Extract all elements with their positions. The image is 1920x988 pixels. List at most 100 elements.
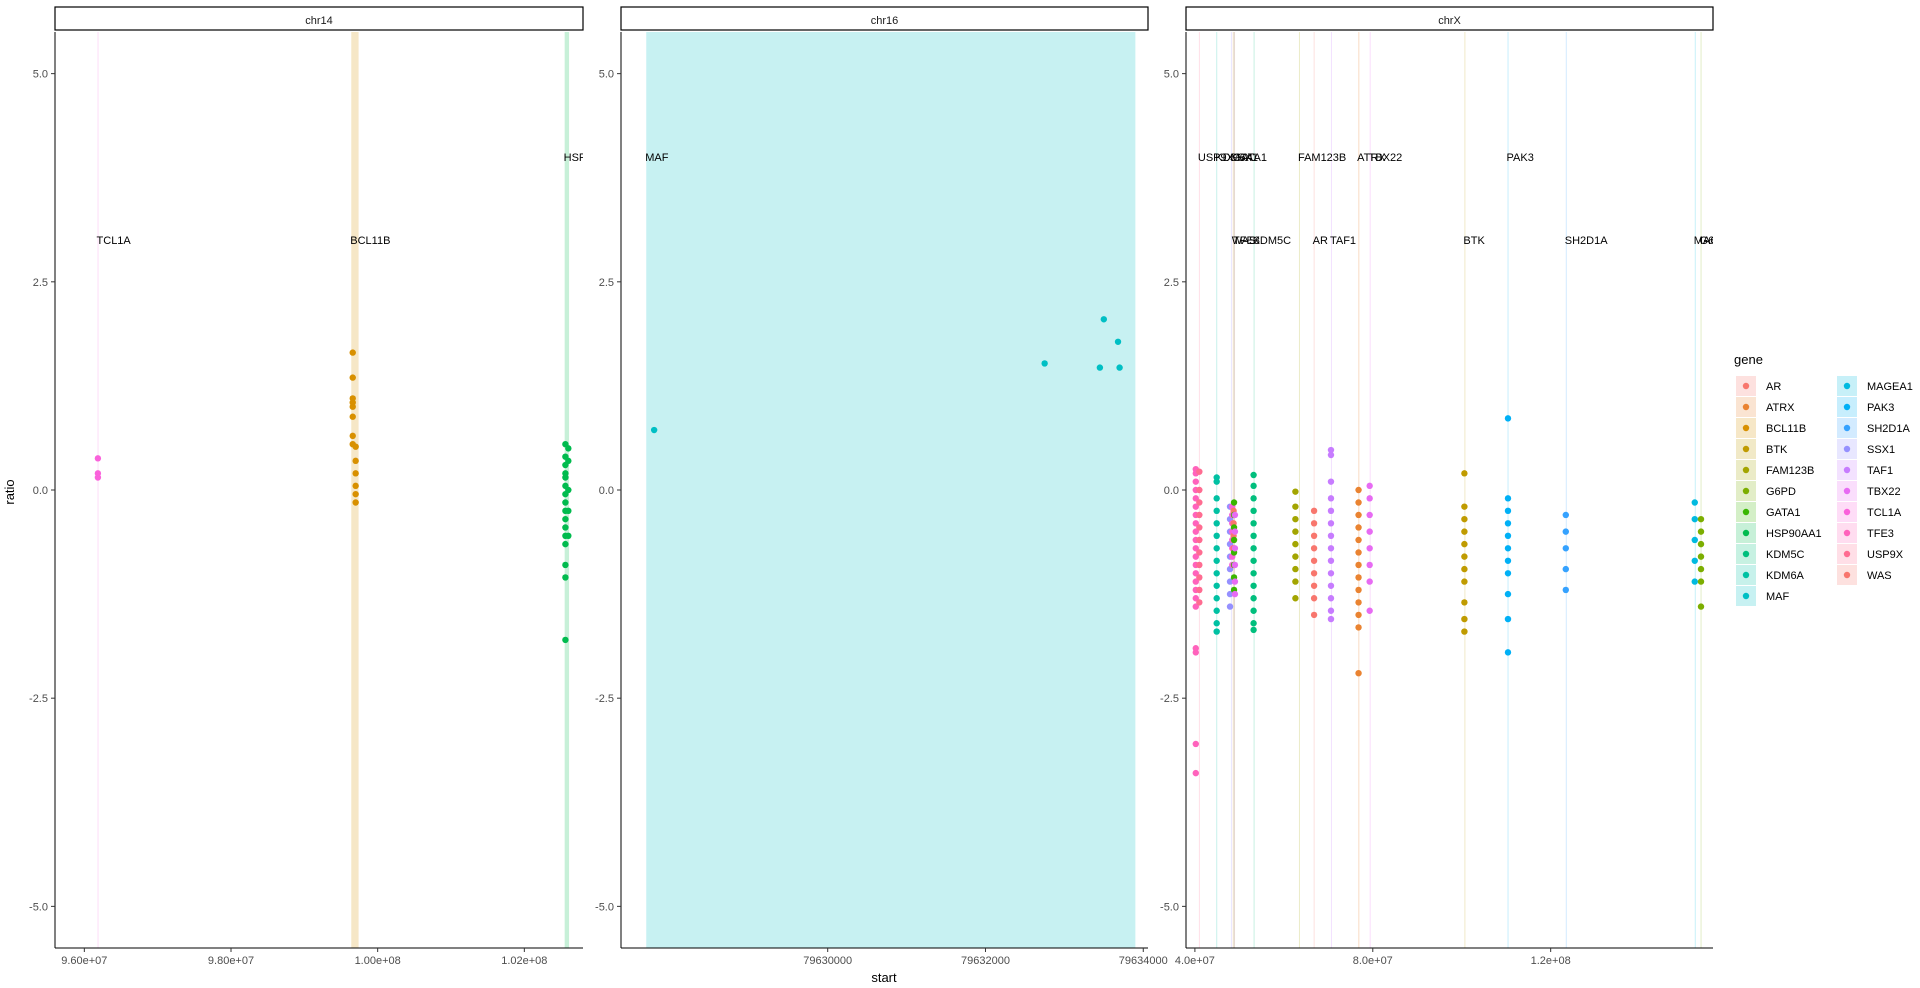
data-point [1192, 570, 1199, 577]
legend-item: TFE3 [1837, 523, 1894, 543]
gene-label: KDM6A [1215, 152, 1254, 164]
data-point [349, 413, 356, 420]
data-point [562, 474, 569, 481]
y-tick-label: -2.5 [29, 693, 48, 705]
gene-label: TCL1A [97, 235, 132, 247]
gene-label: KDM5C [1253, 235, 1292, 247]
legend-key-point [1843, 529, 1851, 537]
data-point [1461, 503, 1468, 510]
data-point [1096, 364, 1104, 371]
y-tick-label: 0.0 [599, 485, 614, 497]
legend-key-point [1742, 571, 1750, 579]
legend-item: MAF [1736, 586, 1790, 606]
data-point [1213, 478, 1220, 485]
data-point [1250, 620, 1257, 627]
data-point [1250, 482, 1257, 490]
data-point [352, 457, 359, 465]
data-point [1213, 582, 1220, 589]
legend-key-point [1843, 445, 1851, 453]
legend-item: MAGEA1 [1837, 376, 1913, 396]
data-point [1231, 590, 1239, 598]
data-point [349, 374, 356, 381]
data-point [1691, 557, 1698, 564]
data-point [1310, 520, 1318, 527]
data-point [1192, 740, 1199, 748]
data-point [1250, 570, 1257, 577]
data-point [1250, 595, 1257, 602]
data-point [1310, 557, 1318, 564]
legend-key-point [1843, 487, 1851, 495]
x-tick-label: 1.2e+08 [1531, 955, 1571, 967]
data-point [1196, 549, 1203, 556]
gene-label: BTK [1463, 235, 1485, 247]
data-point [1192, 649, 1199, 656]
data-point [1250, 495, 1257, 502]
gene-band [1507, 32, 1509, 948]
facet-strip-label: chr14 [305, 15, 333, 27]
data-point [1213, 507, 1220, 515]
data-point [349, 432, 356, 440]
data-point [1697, 553, 1705, 560]
data-point [1504, 615, 1512, 623]
data-point [1327, 545, 1335, 552]
data-point [1461, 599, 1468, 606]
data-point [1355, 611, 1362, 619]
y-tick-label: 2.5 [1164, 277, 1179, 289]
data-point [1231, 561, 1239, 569]
gene-label: MAGEA1 [1694, 235, 1740, 247]
data-point [1192, 553, 1199, 560]
data-point [1355, 574, 1362, 581]
legend-label: FAM123B [1766, 465, 1814, 477]
data-point [1327, 446, 1335, 454]
legend-item: KDM6A [1736, 565, 1805, 585]
data-point [1192, 769, 1199, 777]
legend-label: TBX22 [1867, 486, 1901, 498]
legend-label: PAK3 [1867, 402, 1894, 414]
data-point [1196, 468, 1203, 475]
data-point [1327, 451, 1335, 459]
data-point [1310, 570, 1318, 577]
y-tick-label: 5.0 [599, 69, 614, 81]
data-point [1116, 364, 1123, 371]
data-point [565, 445, 572, 452]
data-point [352, 490, 359, 498]
data-point [1192, 520, 1199, 527]
y-tick-label: -2.5 [1160, 693, 1179, 705]
data-point [352, 470, 359, 477]
data-point [1250, 471, 1257, 479]
data-point [565, 507, 572, 515]
data-point [1504, 649, 1512, 656]
data-point [1691, 578, 1698, 585]
data-point [565, 532, 572, 539]
gene-label: FAM123B [1298, 152, 1346, 164]
data-point [1504, 545, 1512, 552]
data-point [1355, 499, 1362, 506]
data-point [1100, 316, 1108, 323]
legend-item: TBX22 [1837, 481, 1901, 501]
y-tick-label: 2.5 [33, 277, 48, 289]
y-tick-label: 2.5 [599, 277, 614, 289]
data-point [1504, 507, 1512, 515]
data-point [1292, 503, 1299, 510]
data-point [1504, 590, 1512, 598]
data-point [1366, 528, 1373, 535]
data-point [1231, 511, 1239, 519]
gene-band [1565, 32, 1567, 948]
data-point [1327, 507, 1335, 515]
gene-band [646, 32, 1136, 948]
legend-key-point [1843, 466, 1851, 474]
data-point [1697, 565, 1705, 573]
data-point [1231, 578, 1239, 585]
data-point [1691, 536, 1698, 544]
data-point [1250, 557, 1257, 564]
gene-label: SH2D1A [1565, 235, 1608, 247]
data-point [1504, 557, 1512, 564]
facet-chr14: chr14 TCL1A BCL11B HSP9 -5.0 -2.5 0.0 2.5 5.0 9.6… [29, 6, 584, 967]
data-point [1461, 470, 1468, 477]
gene-band [1369, 32, 1371, 948]
legend-label: TFE3 [1867, 528, 1894, 540]
data-point [1562, 511, 1569, 519]
data-point [1366, 511, 1373, 519]
